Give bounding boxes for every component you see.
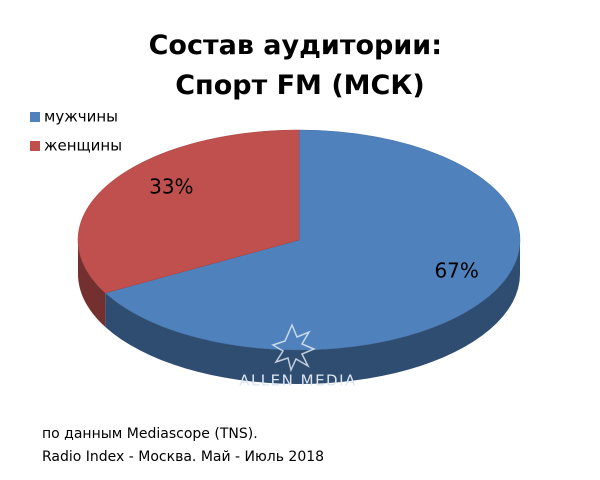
title-line: Состав аудитории: (149, 30, 442, 61)
legend-swatch (30, 141, 40, 151)
data-label: 67% (434, 258, 478, 282)
note: по данным Mediascope (TNS). (42, 426, 258, 442)
legend-label: мужчины (44, 108, 118, 126)
legend-swatch (30, 112, 40, 122)
watermark-logo (271, 323, 316, 373)
pie (77, 129, 521, 384)
title-line: Спорт FM (МСК) (175, 70, 425, 101)
watermark: ALLEN MEDIA (239, 372, 357, 390)
slice-side (78, 240, 106, 327)
slice (77, 129, 300, 294)
slice (104, 129, 521, 351)
data-label: 33% (149, 175, 193, 199)
chart-title: Состав аудитории: Спорт FM (МСК) (149, 30, 452, 101)
legend-label: женщины (44, 137, 122, 155)
note: Radio Index - Москва. Май - Июль 2018 (42, 449, 324, 465)
slice-side (105, 240, 520, 384)
